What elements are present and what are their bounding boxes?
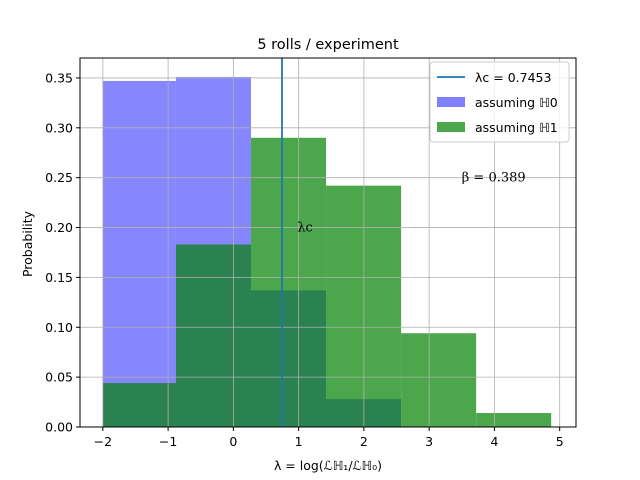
bar-h1-4 bbox=[401, 333, 477, 427]
y-axis-label: Probability bbox=[20, 210, 35, 277]
legend-label-h0: assuming ℍ0 bbox=[475, 95, 558, 110]
bar-overlap-0 bbox=[102, 383, 176, 427]
x-tick-label-7: 5 bbox=[556, 434, 564, 449]
plot-frame bbox=[79, 57, 577, 428]
y-tick-label-3: 0.15 bbox=[45, 270, 73, 285]
x-tick-label-3: 1 bbox=[295, 434, 303, 449]
x-tick-label-2: 0 bbox=[229, 434, 237, 449]
legend-swatch-h1 bbox=[437, 122, 465, 132]
annotation-lambda-c: λc bbox=[297, 221, 313, 236]
bar-overlap-1 bbox=[175, 244, 251, 427]
x-tick-label-5: 3 bbox=[425, 434, 433, 449]
y-axis: 0.00 0.05 0.10 0.15 0.20 0.25 0.30 0.35 bbox=[45, 70, 80, 435]
y-tick-label-1: 0.05 bbox=[45, 370, 73, 385]
legend: λc = 0.7453 assuming ℍ0 assuming ℍ1 bbox=[429, 61, 570, 143]
x-tick-label-4: 2 bbox=[360, 434, 368, 449]
x-tick-label-0: −2 bbox=[94, 434, 112, 449]
bar-overlap-2 bbox=[250, 290, 327, 427]
legend-label-lambda-c: λc = 0.7453 bbox=[475, 70, 551, 85]
y-tick-label-5: 0.25 bbox=[45, 170, 73, 185]
x-axis: −2 −1 0 1 2 3 4 5 bbox=[94, 427, 564, 449]
x-tick-label-6: 4 bbox=[490, 434, 498, 449]
x-axis-label: λ = log(ℒℍ₁/ℒℍ₀) bbox=[274, 458, 382, 473]
legend-swatch-h0 bbox=[437, 97, 465, 107]
y-tick-label-7: 0.35 bbox=[45, 70, 73, 85]
y-tick-label-6: 0.30 bbox=[45, 120, 73, 135]
bar-h0-0 bbox=[102, 80, 176, 427]
y-tick-label-0: 0.00 bbox=[45, 420, 73, 435]
chart-title: 5 rolls / experiment bbox=[257, 37, 399, 53]
x-tick-label-1: −1 bbox=[159, 434, 177, 449]
plot-area bbox=[79, 57, 577, 428]
annotation-beta: β = 0.389 bbox=[462, 171, 526, 186]
legend-label-h1: assuming ℍ1 bbox=[475, 120, 558, 135]
bar-h1-5 bbox=[476, 413, 552, 427]
y-tick-label-2: 0.10 bbox=[45, 320, 73, 335]
y-tick-label-4: 0.20 bbox=[45, 220, 73, 235]
